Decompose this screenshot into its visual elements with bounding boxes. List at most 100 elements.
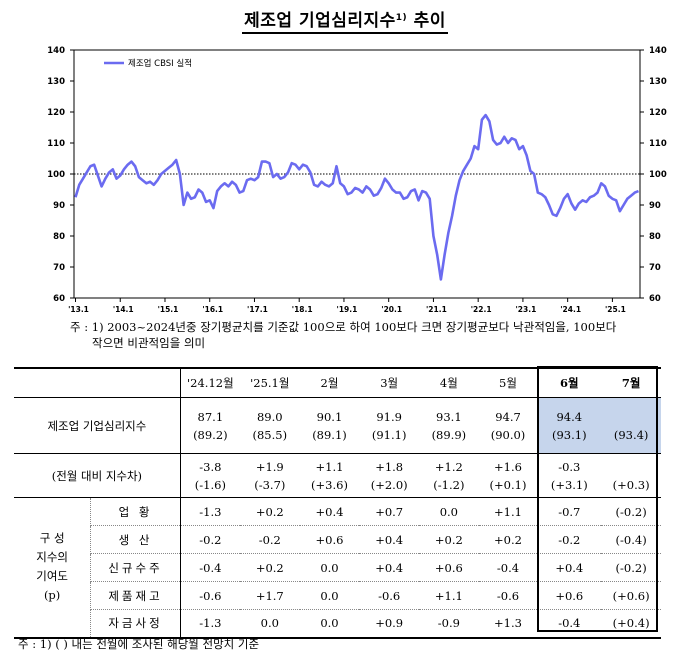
table-cell: 91.9 (91.1) (359, 397, 420, 454)
component-label: 생 산 (90, 525, 181, 554)
y-tick-label-left: 110 (47, 139, 65, 149)
component-rows: 구 성 지수의 기여도 (p) 업 황 -1.3 +0.2 +0.4 +0.7 0.0 +1.1 -0… (14, 497, 661, 639)
footnote-1-line1: 주 : 1) 2003~2024년중 장기평균치를 기준값 100으로 하여 1… (70, 320, 617, 334)
header-cell: 3월 (359, 367, 420, 398)
cbsi-row: 제조업 기업심리지수 87.1 (89.2) 89.0 (85.5) 90.1 (89… (14, 397, 661, 454)
table-cell: -0.6 (478, 581, 538, 610)
table-cell: -0.4 (537, 609, 602, 639)
series-line-cbsi (74, 113, 639, 281)
table-cell: 93.1 (89.9) (419, 397, 479, 454)
chart-title: 제조업 기업심리지수1) 추이 (0, 6, 690, 34)
header-row: '24.12월 '25.1월 2월 3월 4월 5월 6월 7월 (14, 367, 661, 398)
y-tick-label-right: 140 (649, 46, 667, 56)
component-label: 신규수주 (90, 553, 181, 582)
x-tick-label: '22.1 (471, 305, 492, 314)
title-footnote-mark: 1) (395, 13, 408, 23)
title-suffix: 추이 (407, 11, 446, 31)
table-cell: +1.2 (-1.2) (419, 453, 479, 498)
y-tick-label-left: 90 (53, 201, 65, 211)
header-cell: 2월 (299, 367, 360, 398)
y-tick-label-right: 60 (649, 294, 661, 304)
table-cell: 87.1 (89.2) (179, 397, 240, 454)
table-cell: +1.9 (-3.7) (239, 453, 300, 498)
table-cell: +1.3 (478, 609, 538, 639)
table-cell: -0.2 (537, 525, 602, 554)
footnote-1: 주 : 1) 2003~2024년중 장기평균치를 기준값 100으로 하여 1… (70, 319, 690, 351)
component-label: 제품재고 (90, 581, 181, 610)
y-tick-label-left: 60 (53, 294, 65, 304)
x-tick-label: '16.1 (202, 305, 223, 314)
table-cell: -0.9 (419, 609, 479, 639)
cbsi-line-chart: 60 70 80 90 100 110 120 130 140 60 70 80 90 100 110 12… (47, 46, 667, 314)
component-row: 제품재고 -0.6 +1.7 0.0 -0.6 +1.1 -0.6 +0.6 (+0.6) (14, 581, 661, 610)
footnote-2: 주 : 1) ( ) 내는 전월에 조사된 해당월 전망치 기준 (18, 637, 260, 651)
y-tick-label-left: 80 (53, 232, 65, 242)
header-cell: 4월 (419, 367, 479, 398)
header-cell: 5월 (478, 367, 538, 398)
component-label: 자금사정 (90, 609, 181, 639)
table-cell: -0.6 (359, 581, 420, 610)
table-cell: +0.4 (299, 497, 360, 526)
table-cell: +0.4 (359, 525, 420, 554)
table-cell: (-0.2) (601, 497, 661, 526)
cbsi-row-label: 제조업 기업심리지수 (14, 397, 181, 454)
x-tick-label: '19.1 (337, 305, 358, 314)
table-cell: 90.1 (89.1) (299, 397, 360, 454)
table-cell-highlight: 94.4 (93.1) (537, 397, 602, 454)
table-cell: +0.6 (537, 581, 602, 610)
footnote-1-line2: 작으면 비관적임을 의미 (92, 336, 206, 350)
table-cell: +1.1 (419, 581, 479, 610)
title-main: 제조업 기업심리지수 (244, 11, 396, 31)
table-cell: (+0.6) (601, 581, 661, 610)
table-cell: +0.2 (478, 525, 538, 554)
table-cell: +1.7 (239, 581, 300, 610)
table-cell-highlight: (93.4) (601, 397, 661, 454)
y-tick-label-right: 100 (649, 170, 667, 180)
table-cell: +0.2 (239, 553, 300, 582)
table-cell: +0.2 (239, 497, 300, 526)
y-tick-label-left: 70 (53, 263, 65, 273)
x-tick-label: '24.1 (560, 305, 581, 314)
table-cell: +0.6 (419, 553, 479, 582)
x-tick-label: '18.1 (292, 305, 313, 314)
group-label-line: 기여도 (36, 569, 68, 584)
y-axis-right: 60 70 80 90 100 110 120 130 140 (640, 46, 667, 304)
table-cell: +0.4 (359, 553, 420, 582)
x-tick-label: '15.1 (158, 305, 179, 314)
header-cell: 6월 (537, 367, 602, 398)
x-tick-label: '23.1 (516, 305, 537, 314)
y-tick-label-right: 80 (649, 232, 661, 242)
group-label-line: 구 성 (39, 531, 65, 546)
table-cell: +1.6 (+0.1) (478, 453, 538, 498)
group-label-line: 지수의 (36, 550, 68, 565)
x-tick-label: '20.1 (381, 305, 402, 314)
table-cell: 0.0 (419, 497, 479, 526)
component-row: 신규수주 -0.4 +0.2 0.0 +0.4 +0.6 -0.4 +0.4 (-0.2) (14, 553, 661, 582)
x-axis: '13.1 '14.1 '15.1 '16.1 '17.1 '18.1 '19.1 '20.1… (68, 298, 626, 314)
group-label-line: (p) (43, 588, 61, 603)
table-cell: (-0.2) (601, 553, 661, 582)
y-tick-label-left: 130 (47, 77, 65, 87)
table-cell: +1.1 (478, 497, 538, 526)
header-cell: 7월 (601, 367, 661, 398)
header-blank (14, 367, 181, 398)
y-axis-left: 60 70 80 90 100 110 120 130 140 (47, 46, 74, 304)
table-cell: +0.7 (359, 497, 420, 526)
table-cell: -0.7 (537, 497, 602, 526)
component-row: 생 산 -0.2 -0.2 +0.6 +0.4 +0.2 +0.2 -0.2 (-0.4) (14, 525, 661, 554)
x-tick-label: '25.1 (605, 305, 626, 314)
table-cell: -0.2 (179, 525, 240, 554)
header-cell: '24.12월 (179, 367, 240, 398)
table-cell: 0.0 (299, 609, 360, 639)
x-tick-label: '14.1 (113, 305, 134, 314)
legend: 제조업 CBSI 실적 (104, 58, 192, 69)
header-cell: '25.1월 (239, 367, 300, 398)
table-cell: +1.1 (+3.6) (299, 453, 360, 498)
table-cell: +0.4 (537, 553, 602, 582)
y-tick-label-right: 90 (649, 201, 661, 211)
table-cell: (-0.4) (601, 525, 661, 554)
table-cell: -1.3 (179, 497, 240, 526)
table-cell: (+0.3) (601, 453, 661, 498)
y-tick-label-left: 120 (47, 108, 65, 118)
table-cell: 0.0 (299, 553, 360, 582)
